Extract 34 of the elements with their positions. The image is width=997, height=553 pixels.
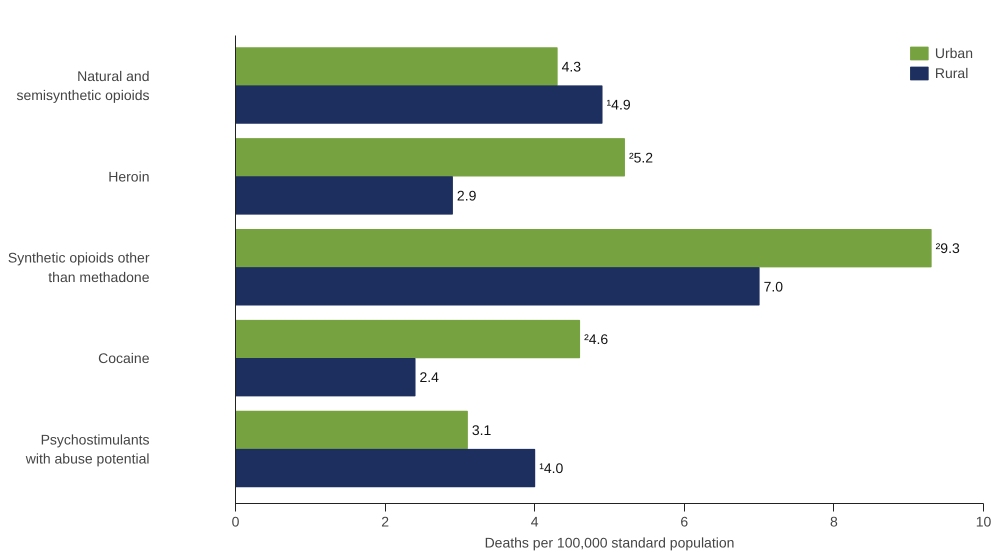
y-tick-label: Synthetic opioids other than methadone [8,250,150,285]
data-label: ¹4.0 [539,460,564,476]
bar [236,85,603,124]
y-tick-label: Heroin [108,168,150,184]
data-label: ¹4.9 [606,96,631,113]
data-label: 2.4 [420,369,440,386]
data-label: ²5.2 [628,149,654,166]
bar [236,410,468,450]
data-label: 2.9 [456,187,477,204]
x-tick-label: 10 [976,514,992,530]
legend-label: Urban [934,45,973,61]
y-tick-label: Natural and semisynthetic opioids [16,68,150,104]
bar [236,358,416,396]
data-label: 7.0 [764,278,784,294]
y-tick-label: Cocaine [98,350,150,366]
y-tick-label: Psychostimulants with abuse potential [24,431,150,467]
bar [236,176,453,215]
data-label: ²9.3 [936,240,960,256]
x-axis-title: Deaths per 100,000 standard population [484,534,734,550]
bar [236,448,536,488]
legend-label: Rural [934,65,968,81]
data-label: 3.1 [472,422,492,438]
bar [236,267,760,306]
bar [236,320,580,358]
x-tick-label: 6 [680,514,688,530]
x-tick-label: 0 [232,514,240,530]
x-tick-label: 4 [530,514,539,530]
bar [236,47,558,86]
bar [236,138,625,176]
data-label: 4.3 [562,58,582,74]
bar [236,228,932,268]
data-label: ²4.6 [584,331,608,348]
x-tick-label: 2 [381,514,390,530]
x-tick-label: 8 [830,514,838,530]
